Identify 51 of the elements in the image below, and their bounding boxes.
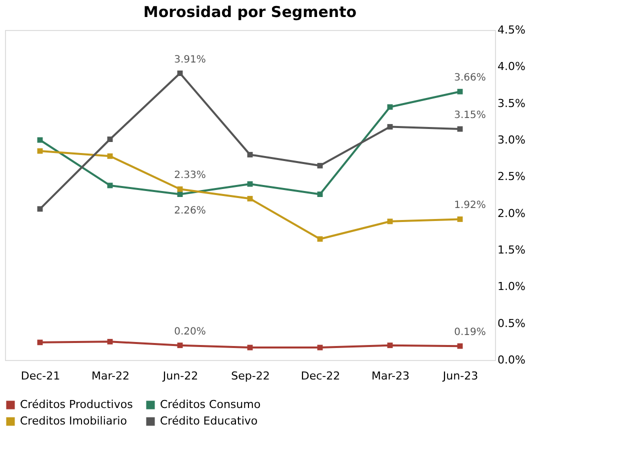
point [387,124,393,130]
point [107,153,113,159]
y-tick-label: 2.5% [498,170,526,184]
y-tick-label: 2.0% [498,206,526,220]
point [317,344,323,350]
data-label: 0.19% [454,327,486,338]
x-tick-label: Jun-23 [442,370,478,382]
legend-label: Creditos Imobiliario [20,414,128,428]
data-label: 3.15% [454,110,486,121]
y-tick-label: 1.0% [498,280,526,294]
point [247,344,253,350]
data-label: 2.33% [174,170,206,182]
data-label: 3.91% [174,54,206,66]
point [457,216,463,222]
y-tick-label: 0.0% [498,354,526,366]
point [107,338,113,344]
point [317,162,323,168]
legend-label: Créditos Productivos [20,398,134,411]
x-tick-label: Dec-22 [300,370,340,382]
y-tick-label: 3.5% [498,96,526,110]
x-tick-label: Sep-22 [231,370,270,382]
x-tick-label: Dec-21 [20,370,60,382]
point [107,136,113,142]
x-tick-label: Mar-22 [91,370,130,382]
point [317,192,323,198]
y-tick-label: 4.5% [498,24,526,36]
data-label: 1.92% [454,200,486,212]
legend-label: Créditos Consumo [160,398,261,411]
point [457,88,463,94]
y-tick-label: 0.5% [498,316,526,330]
point [177,70,183,76]
x-tick-label: Jun-22 [162,370,198,382]
point [387,218,393,224]
y-tick-label: 4.0% [498,60,526,74]
legend-label: Crédito Educativo [160,414,258,428]
data-label: 3.66% [454,72,486,84]
data-label: 0.20% [174,326,206,338]
point [177,342,183,348]
point [247,152,253,158]
point [177,186,183,192]
y-tick-label: 1.5% [498,244,526,256]
point [37,206,43,212]
data-label: 2.26% [174,205,206,216]
y-tick-label: 3.0% [498,134,526,146]
point [37,340,43,346]
point [247,196,253,202]
point [107,182,113,188]
chart-title: Morosidad por Segmento [143,3,357,21]
point [387,342,393,348]
point [457,343,463,349]
x-tick-label: Mar-23 [371,370,410,382]
